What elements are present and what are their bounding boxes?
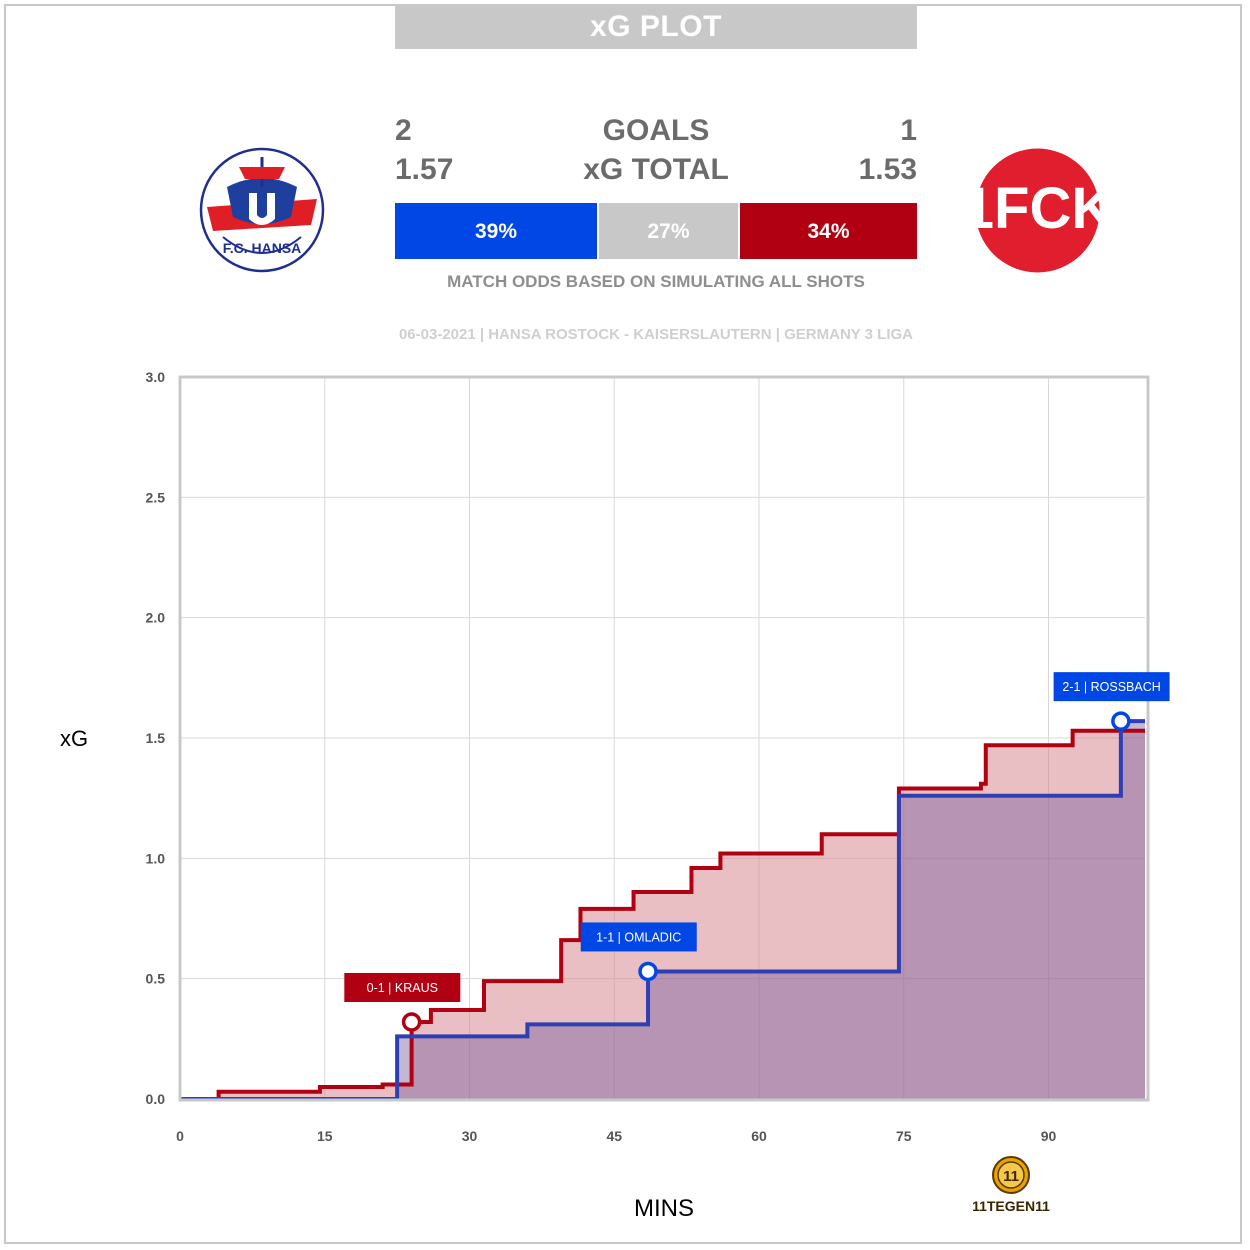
home-crest-text: F.C. HANSA bbox=[223, 240, 302, 256]
chart-fills bbox=[180, 721, 1145, 1099]
goal-label-box bbox=[580, 922, 697, 952]
x-tick-label: 0 bbox=[176, 1128, 184, 1144]
page-title: xG PLOT bbox=[395, 4, 917, 49]
goal-label-box bbox=[344, 972, 461, 1002]
x-tick-label: 75 bbox=[896, 1128, 912, 1144]
plot-border bbox=[178, 375, 1150, 1102]
x-tick-label: 60 bbox=[751, 1128, 767, 1144]
home-xg-fill bbox=[180, 721, 1145, 1099]
brand-text: 11TEGEN11 bbox=[972, 1198, 1050, 1214]
goal-label-box bbox=[1053, 672, 1170, 702]
odds-caption: MATCH ODDS BASED ON SIMULATING ALL SHOTS bbox=[447, 272, 865, 291]
y-tick-label: 2.5 bbox=[146, 489, 166, 505]
away-xg-fill bbox=[180, 730, 1145, 1099]
goals-label: GOALS bbox=[602, 114, 710, 147]
svg-text:11: 11 bbox=[1003, 1168, 1019, 1185]
home-win-odds: 39% bbox=[395, 203, 597, 259]
draw-odds: 27% bbox=[599, 203, 738, 259]
match-info: 06-03-2021 | HANSA ROSTOCK - KAISERSLAUT… bbox=[398, 326, 914, 343]
chart-lines bbox=[180, 719, 1145, 1101]
goal-marker bbox=[1111, 711, 1131, 731]
11tegen11-logo-icon: 11 11TEGEN11 bbox=[966, 1156, 1056, 1216]
y-tick-label: 2.0 bbox=[146, 610, 166, 626]
y-tick-label: 0.0 bbox=[146, 1091, 166, 1107]
x-axis-label: MINS bbox=[634, 1195, 694, 1222]
away-goals: 1 bbox=[900, 114, 917, 147]
y-tick-label: 3.0 bbox=[146, 369, 166, 385]
y-axis-label: xG bbox=[60, 726, 88, 751]
fck-kaiserslautern-crest-icon: 1FCK bbox=[975, 148, 1100, 273]
x-tick-label: 45 bbox=[606, 1128, 622, 1144]
xg-total-label: xG TOTAL bbox=[583, 153, 729, 186]
y-tick-label: 1.5 bbox=[146, 730, 166, 746]
home-xg-total: 1.57 bbox=[395, 153, 454, 186]
away-xg-total: 1.53 bbox=[858, 153, 917, 186]
chart-axes: 0 15 30 45 60 75 90 0.0 0.5 1.0 1.5 2.0 2.5 3.0 bbox=[146, 369, 1150, 1144]
away-xg-line bbox=[180, 728, 1145, 1101]
y-tick-label: 1.0 bbox=[146, 850, 166, 866]
goal-markers: 0-1 | KRAUS 1-1 | OMLADIC 2-1 | ROSSBACH bbox=[344, 672, 1170, 1032]
goal-label: 1-1 | OMLADIC bbox=[596, 930, 681, 944]
home-xg-line bbox=[180, 719, 1145, 1101]
goal-marker bbox=[401, 1012, 422, 1032]
x-tick-label: 15 bbox=[317, 1128, 333, 1144]
goal-marker bbox=[638, 961, 658, 982]
x-tick-label: 90 bbox=[1041, 1128, 1057, 1144]
away-win-odds: 34% bbox=[740, 203, 917, 259]
goal-label: 2-1 | ROSSBACH bbox=[1062, 680, 1160, 694]
x-tick-label: 30 bbox=[462, 1128, 478, 1144]
y-tick-label: 0.5 bbox=[146, 971, 166, 987]
home-goals: 2 bbox=[395, 114, 412, 147]
goal-label: 0-1 | KRAUS bbox=[367, 981, 438, 995]
away-crest-text: 1FCK bbox=[975, 176, 1100, 241]
fc-hansa-rostock-crest-icon: F.C. HANSA bbox=[199, 147, 325, 273]
